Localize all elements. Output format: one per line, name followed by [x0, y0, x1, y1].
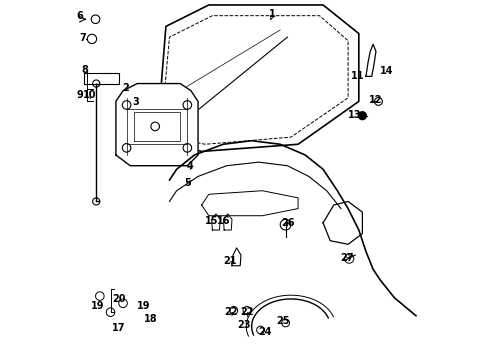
Text: 2: 2: [122, 83, 128, 93]
Text: 9: 9: [76, 90, 82, 100]
Text: 24: 24: [258, 327, 271, 337]
Text: 11: 11: [351, 71, 364, 81]
Text: 19: 19: [91, 301, 104, 311]
Text: 3: 3: [132, 97, 139, 107]
Text: 22: 22: [224, 307, 237, 317]
Text: 27: 27: [340, 252, 353, 262]
Text: 10: 10: [83, 90, 97, 100]
Text: 18: 18: [144, 314, 158, 324]
Text: 26: 26: [281, 218, 295, 228]
Polygon shape: [116, 84, 198, 166]
Text: 15: 15: [204, 216, 218, 226]
Text: 6: 6: [76, 11, 82, 21]
Text: 22: 22: [240, 307, 253, 317]
Circle shape: [358, 112, 366, 120]
Text: 21: 21: [223, 256, 237, 266]
Text: 17: 17: [112, 323, 125, 333]
Text: 12: 12: [368, 95, 382, 105]
Text: 19: 19: [137, 301, 150, 311]
Text: 13: 13: [347, 110, 361, 120]
Text: 14: 14: [379, 66, 392, 76]
Text: 23: 23: [237, 320, 250, 330]
Text: 1: 1: [268, 9, 275, 19]
Text: 5: 5: [184, 178, 191, 188]
Text: 8: 8: [81, 65, 88, 75]
Text: 16: 16: [217, 216, 230, 226]
Text: 25: 25: [276, 316, 289, 326]
Text: 7: 7: [80, 33, 86, 43]
Text: 20: 20: [112, 294, 125, 303]
Polygon shape: [231, 248, 241, 266]
Text: 4: 4: [186, 161, 193, 171]
